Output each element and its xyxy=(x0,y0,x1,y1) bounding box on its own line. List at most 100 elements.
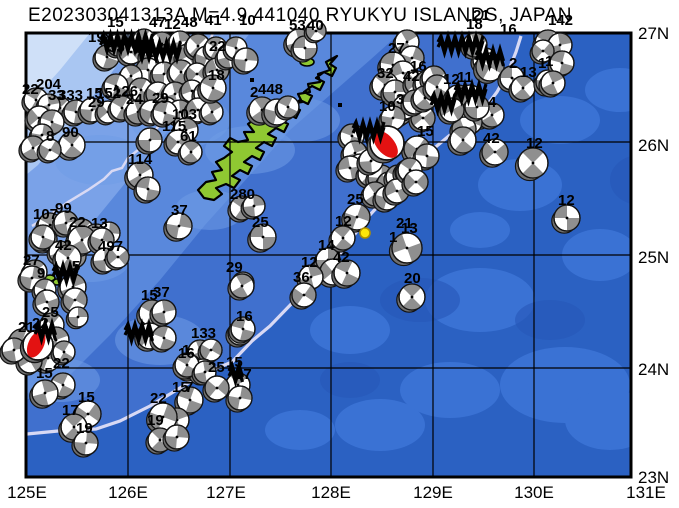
focal-mechanism-beachball xyxy=(225,385,253,413)
beachball-quadrant xyxy=(481,142,495,161)
beachball-center-dot xyxy=(162,310,166,314)
event-label: 17 xyxy=(62,402,79,419)
beachball-outline xyxy=(106,245,130,269)
beachball-quadrant xyxy=(246,48,259,61)
beachball-center-dot xyxy=(314,29,318,33)
beachball-quadrant xyxy=(306,25,316,40)
beachball-quadrant xyxy=(73,442,86,455)
beachball-quadrant xyxy=(39,212,56,225)
overplot-scribble xyxy=(453,78,488,107)
focal-mechanism-beachball xyxy=(231,47,259,75)
focal-mechanism-beachball xyxy=(150,100,178,128)
event-label: 21 xyxy=(473,7,490,24)
axis-label-latitude: 25N xyxy=(638,248,669,267)
beachball-quadrant xyxy=(415,98,433,110)
beachball-quadrant xyxy=(25,87,42,100)
beachball-center-dot xyxy=(244,58,248,62)
beachball-center-dot xyxy=(62,350,66,354)
focal-mechanism-beachball xyxy=(479,138,509,168)
event-label: 37 xyxy=(153,284,170,301)
focal-mechanism-beachball xyxy=(514,147,549,182)
beachball-center-dot xyxy=(120,106,124,110)
beachball-quadrant xyxy=(333,226,351,238)
beachball-center-dot xyxy=(234,46,238,50)
beachball-quadrant xyxy=(185,99,198,116)
bathymetry-blob xyxy=(265,410,335,450)
event-label: 16 xyxy=(178,345,195,362)
beachball-quadrant xyxy=(452,104,465,121)
beachball-center-dot xyxy=(70,143,74,147)
event-label: 29 xyxy=(88,94,105,111)
beachball-center-dot xyxy=(72,425,76,429)
beachball-quadrant xyxy=(341,273,359,287)
beachball-outline xyxy=(137,127,163,153)
axis-label-longitude: 126E xyxy=(108,483,148,502)
beachball-quadrant xyxy=(186,66,197,83)
beachball-quadrant xyxy=(335,238,353,250)
focal-mechanism-beachball xyxy=(341,203,371,233)
bathymetry-blob xyxy=(520,96,600,144)
beachball-center-dot xyxy=(355,215,359,219)
beachball-center-dot xyxy=(74,110,78,114)
focal-mechanism-beachball xyxy=(247,223,277,253)
beachball-quadrant xyxy=(64,100,79,112)
beachball-center-dot xyxy=(40,133,44,137)
event-label: 19 xyxy=(76,420,93,437)
beachball-center-dot xyxy=(401,71,405,75)
islet-rock xyxy=(250,78,254,82)
beachball-quadrant xyxy=(152,312,167,324)
beachball-quadrant xyxy=(426,156,439,169)
event-label: 27 xyxy=(23,252,40,269)
beachball-quadrant xyxy=(233,59,246,72)
overplot-scribble xyxy=(51,259,79,288)
beachball-quadrant xyxy=(93,260,106,273)
beachball-center-dot xyxy=(210,110,214,114)
focal-mechanism-beachball xyxy=(36,138,62,164)
event-label: 25 xyxy=(252,214,269,231)
beachball-outline xyxy=(30,224,56,250)
beachball-outline xyxy=(475,52,505,82)
focal-mechanism-beachball xyxy=(198,100,224,126)
beachball-quadrant xyxy=(465,107,477,119)
beachball-quadrant xyxy=(292,288,304,305)
beachball-center-dot xyxy=(214,46,218,50)
beachball-quadrant xyxy=(532,43,543,60)
event-label: 53 xyxy=(289,17,306,34)
beachball-quadrant xyxy=(97,103,108,120)
overplot-scribble xyxy=(227,359,245,388)
bathymetry-blob xyxy=(610,156,631,204)
beachball-quadrant xyxy=(515,76,533,88)
bathymetry-blob xyxy=(585,68,631,112)
event-label: 204 xyxy=(36,76,62,93)
beachball-outline xyxy=(481,138,509,166)
beachball-quadrant xyxy=(403,173,416,191)
beachball-quadrant xyxy=(225,37,239,48)
beachball-outline xyxy=(403,169,429,195)
beachball-quadrant xyxy=(176,352,193,365)
focal-mechanism-beachball xyxy=(163,212,193,242)
beachball-outline xyxy=(449,126,477,154)
focal-mechanism-beachball xyxy=(228,316,256,344)
beachball-quadrant xyxy=(495,143,509,162)
beachball-center-dot xyxy=(43,391,47,395)
beachball-quadrant xyxy=(22,148,39,161)
beachball-quadrant xyxy=(151,427,169,440)
event-label: 15 xyxy=(141,287,158,304)
focal-mechanism-beachball xyxy=(104,245,130,271)
beachball-quadrant xyxy=(293,36,305,48)
focal-mechanism-beachball xyxy=(388,232,423,267)
axis-label-longitude: 125E xyxy=(7,483,47,502)
bathymetry-blob xyxy=(400,362,500,418)
beachball-outline xyxy=(343,203,371,231)
beachball-outline xyxy=(369,125,405,161)
event-label: 10 xyxy=(379,98,396,115)
beachball-center-dot xyxy=(391,116,395,120)
beachball-center-dot xyxy=(73,298,77,302)
beachball-outline xyxy=(414,143,440,169)
beachball-center-dot xyxy=(341,236,345,240)
beachball-quadrant xyxy=(62,294,75,311)
beachball-center-dot xyxy=(105,55,109,59)
beachball-quadrant xyxy=(305,48,317,60)
beachball-outline xyxy=(333,259,361,287)
beachball-quadrant xyxy=(58,352,74,363)
